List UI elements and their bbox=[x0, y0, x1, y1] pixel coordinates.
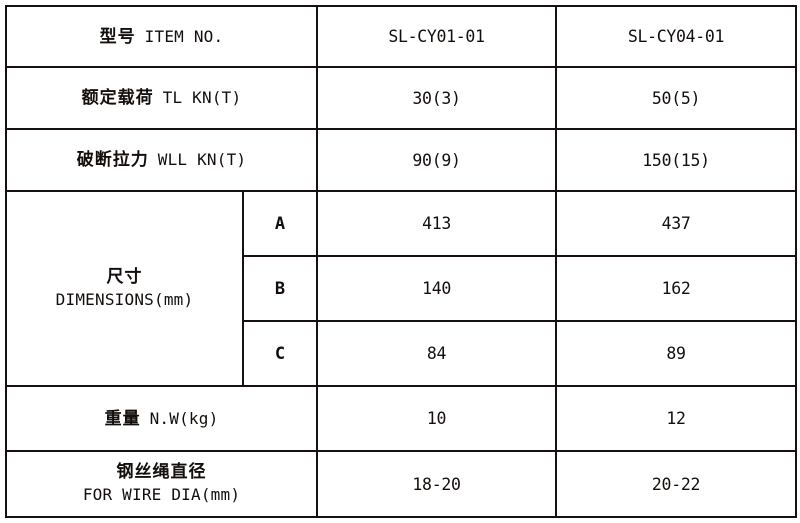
rated-load-value-2: 50(5) bbox=[555, 66, 798, 130]
row-label-wire-diameter-en: FOR WIRE DIA(mm) bbox=[82, 485, 241, 505]
dimension-b-value-1: 140 bbox=[316, 255, 558, 322]
table-row-rated-load: 额定载荷 TL KN(T) 30(3) 50(5) bbox=[4, 66, 798, 130]
row-label-breaking-force-cn: 破断拉力 bbox=[76, 150, 149, 171]
table-row-dimension-b: B 140 162 bbox=[6, 255, 798, 322]
weight-value-2: 12 bbox=[555, 385, 798, 452]
table-row-breaking-force: 破断拉力 WLL KN(T) 90(9) 150(15) bbox=[4, 128, 798, 192]
breaking-force-value-1: 90(9) bbox=[316, 128, 558, 192]
dimension-c-value-2: 89 bbox=[555, 320, 798, 387]
row-label-rated-load-cn: 额定载荷 bbox=[81, 88, 154, 109]
dimension-a-value-1: 413 bbox=[316, 190, 558, 257]
model-2-value: SL-CY04-01 bbox=[555, 5, 798, 68]
table-row-item-no: 型号 ITEM NO. SL-CY01-01 SL-CY04-01 bbox=[4, 5, 798, 68]
table-row-dimension-c: C 84 89 bbox=[6, 320, 798, 387]
row-label-item-no: 型号 ITEM NO. bbox=[4, 5, 319, 68]
wire-diameter-value-1: 18-20 bbox=[316, 450, 558, 518]
row-label-rated-load-en: TL KN(T) bbox=[162, 88, 242, 108]
row-label-wire-diameter: 钢丝绳直径 FOR WIRE DIA(mm) bbox=[4, 450, 319, 518]
table-row-weight: 重量 N.W(kg) 10 12 bbox=[4, 385, 798, 452]
row-label-weight: 重量 N.W(kg) bbox=[4, 385, 319, 452]
breaking-force-value-2: 150(15) bbox=[555, 128, 798, 192]
dimension-key-c: C bbox=[241, 320, 319, 387]
dimension-key-a: A bbox=[241, 190, 319, 257]
row-label-rated-load: 额定载荷 TL KN(T) bbox=[4, 66, 319, 130]
rated-load-value-1: 30(3) bbox=[316, 66, 558, 130]
wire-diameter-value-2: 20-22 bbox=[555, 450, 798, 518]
weight-value-1: 10 bbox=[316, 385, 558, 452]
dimension-a-value-2: 437 bbox=[555, 190, 798, 257]
row-label-dimensions-en: DIMENSIONS(mm) bbox=[55, 289, 194, 309]
row-label-weight-cn: 重量 bbox=[104, 408, 141, 429]
row-label-item-no-en: ITEM NO. bbox=[144, 26, 224, 46]
model-1-value: SL-CY01-01 bbox=[316, 5, 558, 68]
specification-table: 型号 ITEM NO. SL-CY01-01 SL-CY04-01 额定载荷 TL … bbox=[4, 5, 798, 518]
row-label-weight-en: N.W(kg) bbox=[149, 408, 219, 428]
row-label-dimensions: 尺寸 DIMENSIONS(mm) bbox=[5, 190, 244, 387]
row-label-item-no-cn: 型号 bbox=[99, 26, 136, 47]
dimension-b-value-2: 162 bbox=[555, 255, 798, 322]
dimension-c-value-1: 84 bbox=[316, 320, 558, 387]
row-label-breaking-force: 破断拉力 WLL KN(T) bbox=[4, 128, 319, 192]
row-label-breaking-force-en: WLL KN(T) bbox=[157, 150, 247, 170]
dimension-key-b: B bbox=[241, 255, 319, 322]
row-label-wire-diameter-cn: 钢丝绳直径 bbox=[116, 462, 207, 483]
table-row-dimension-a: 尺寸 DIMENSIONS(mm) A 413 437 bbox=[5, 190, 798, 387]
row-label-dimensions-cn: 尺寸 bbox=[106, 266, 143, 287]
table-row-wire-diameter: 钢丝绳直径 FOR WIRE DIA(mm) 18-20 20-22 bbox=[4, 450, 798, 518]
